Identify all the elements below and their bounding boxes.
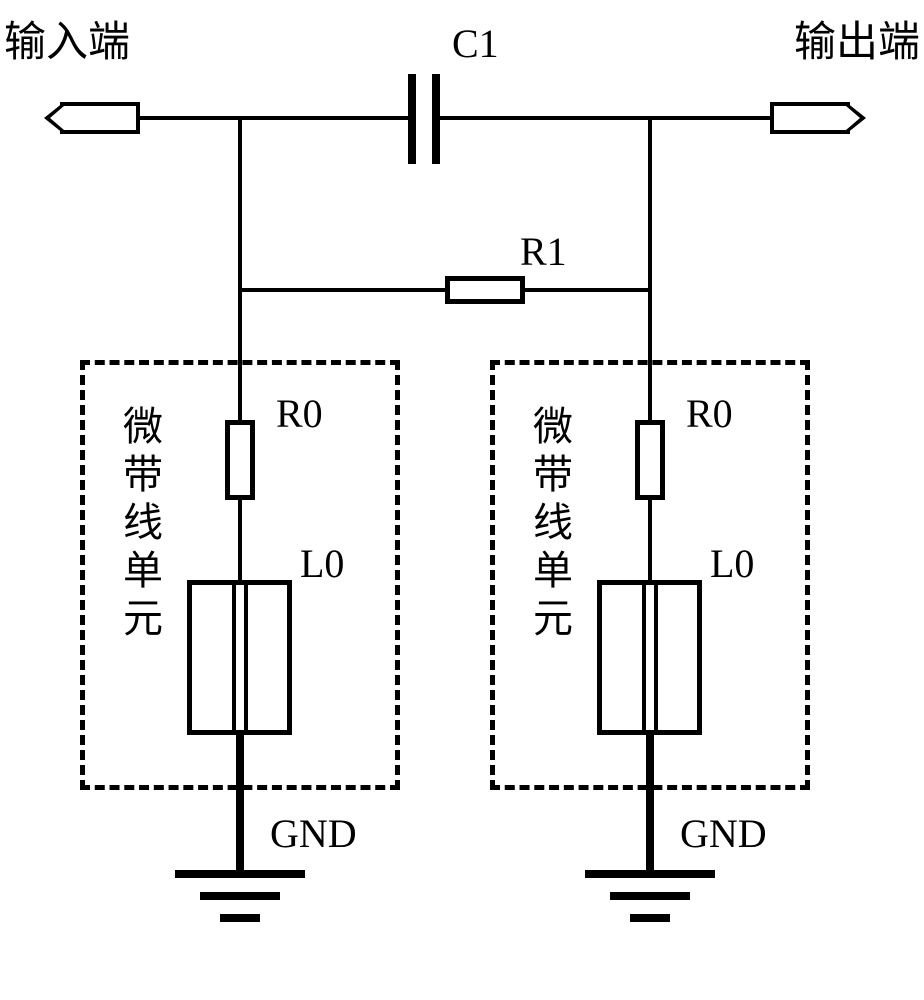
microstrip-unit-right-label: 微带线单元 xyxy=(520,405,578,645)
wire-top-right xyxy=(440,116,770,120)
tl-l0-right xyxy=(597,580,702,735)
output-label: 输出端 xyxy=(794,8,920,69)
wire-to-gnd-right xyxy=(646,735,654,878)
tl-l0-right-label: L0 xyxy=(710,540,754,587)
wire-bridge-right xyxy=(525,288,652,292)
input-port-icon xyxy=(60,102,140,134)
wire-down-left-1 xyxy=(238,116,242,292)
capacitor-plate-left xyxy=(408,74,416,164)
output-port-icon xyxy=(770,102,850,134)
input-label: 输入端 xyxy=(4,8,130,69)
wire-bridge-left xyxy=(238,288,445,292)
gnd-left-label: GND xyxy=(270,810,357,857)
gnd-right-label: GND xyxy=(680,810,767,857)
capacitor-label: C1 xyxy=(452,20,499,67)
capacitor-plate-right xyxy=(432,74,440,164)
wire-down-right-1 xyxy=(648,116,652,292)
resistor-r1 xyxy=(445,276,525,304)
wire-mid-right xyxy=(648,500,652,580)
ground-right-icon xyxy=(585,870,715,940)
ground-left-icon xyxy=(175,870,305,940)
resistor-r0-right-label: R0 xyxy=(686,390,733,437)
tl-l0-left-label: L0 xyxy=(300,540,344,587)
wire-mid-left xyxy=(238,500,242,580)
schematic-canvas: 输入端 输出端 C1 R1 R0 R0 L0 L0 微带线单元 微带线单元 xyxy=(0,0,924,1000)
tl-l0-left xyxy=(187,580,292,735)
resistor-r0-right xyxy=(635,420,665,500)
wire-top-left xyxy=(140,116,408,120)
wire-to-gnd-left xyxy=(236,735,244,878)
resistor-r0-left xyxy=(225,420,255,500)
microstrip-unit-left-label: 微带线单元 xyxy=(110,405,168,645)
resistor-r0-left-label: R0 xyxy=(276,390,323,437)
resistor-r1-label: R1 xyxy=(520,228,567,275)
